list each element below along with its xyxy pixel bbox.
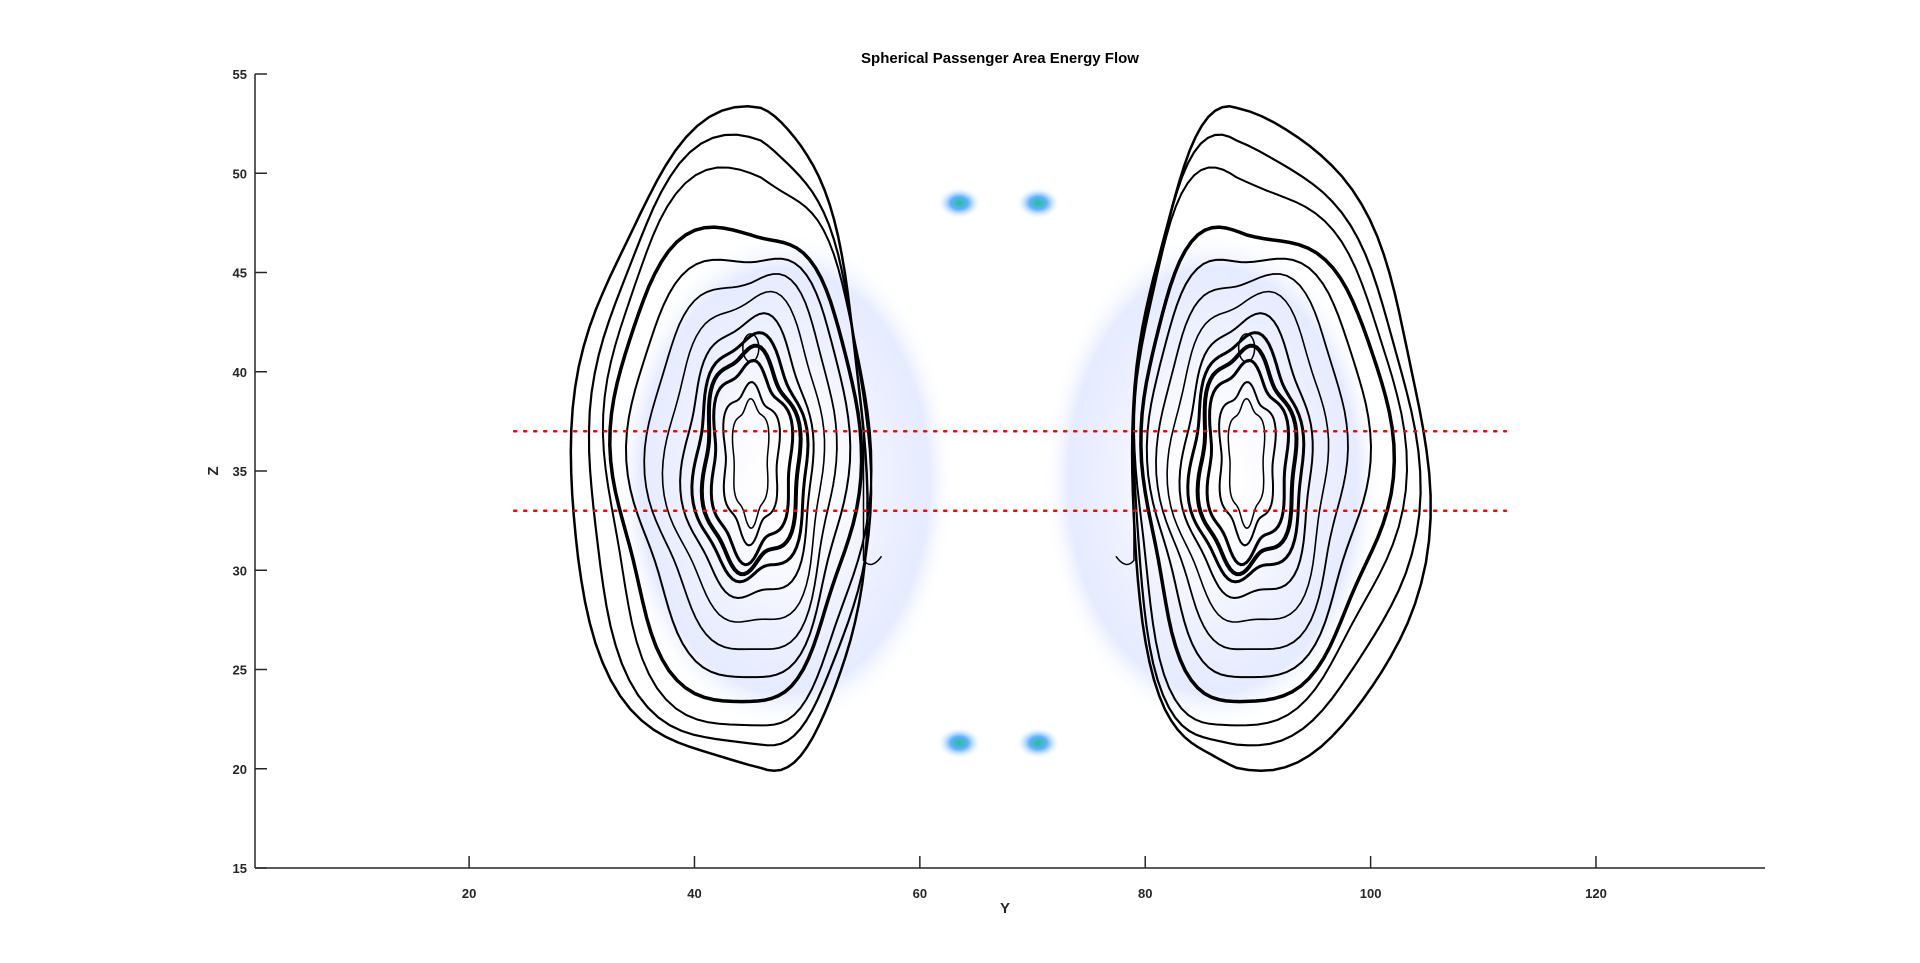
contour-line <box>587 133 873 747</box>
contour-line <box>1178 312 1314 600</box>
energy-fill-layer <box>614 187 1383 759</box>
contour-line <box>569 105 869 773</box>
contour-line <box>1195 343 1299 577</box>
contour-line <box>661 290 826 623</box>
x-tick-label: 20 <box>462 886 476 901</box>
contour-line <box>1155 273 1349 651</box>
peak-marker <box>937 726 982 759</box>
contour-loop <box>742 333 760 363</box>
contour-line <box>1227 397 1266 529</box>
y-tick-label: 45 <box>233 266 247 281</box>
x-tick-label: 120 <box>1585 886 1607 901</box>
contour-line <box>1166 290 1330 623</box>
y-tick-label: 25 <box>233 663 247 678</box>
chart-title: Spherical Passenger Area Energy Flow <box>861 50 1139 67</box>
contour-line <box>679 312 815 600</box>
contour-line <box>709 358 795 567</box>
contour-line <box>608 225 864 704</box>
contour-line <box>1205 358 1291 567</box>
y-tick-label: 50 <box>233 166 247 181</box>
x-tick-label: 80 <box>1138 886 1152 901</box>
peak-marker <box>1016 726 1061 759</box>
contour-loop <box>1237 333 1256 363</box>
contour-line <box>690 331 810 584</box>
peak-marker <box>937 187 982 220</box>
y-ticks: 15 20 25 30 35 40 45 50 55 <box>233 67 267 876</box>
y-axis-label: Z <box>205 466 222 475</box>
contour-line <box>1218 381 1277 547</box>
contour-edge-arc <box>1115 431 1135 566</box>
x-ticks: 20 40 60 80 100 120 <box>462 856 1607 901</box>
y-tick-label: 35 <box>233 464 247 479</box>
contour-line <box>699 343 803 577</box>
y-tick-label: 55 <box>233 67 247 82</box>
x-axis-label: Y <box>1000 900 1010 917</box>
y-tick-label: 15 <box>233 861 247 876</box>
y-tick-label: 40 <box>233 365 247 380</box>
lobe-right-fill <box>1042 230 1383 731</box>
axes: 20 40 60 80 100 120 15 20 25 30 35 40 45 50 55 <box>233 67 1765 901</box>
contour-edge-arc <box>862 431 883 566</box>
x-tick-label: 60 <box>913 886 927 901</box>
contour-line <box>624 257 852 679</box>
y-tick-label: 30 <box>233 563 247 578</box>
contour-line <box>722 381 781 547</box>
contour-line <box>1145 257 1373 679</box>
contour-line <box>1130 105 1432 773</box>
peak-marker <box>1016 187 1061 220</box>
contour-layer <box>569 105 1432 773</box>
y-tick-label: 20 <box>233 762 247 777</box>
lobe-left-fill <box>614 230 955 731</box>
x-tick-label: 100 <box>1360 886 1382 901</box>
contour-line <box>643 273 838 651</box>
contour-line <box>601 166 873 727</box>
contour-line <box>731 397 770 529</box>
contour-line <box>1186 331 1306 584</box>
x-tick-label: 40 <box>687 886 701 901</box>
contour-line <box>1139 225 1397 704</box>
